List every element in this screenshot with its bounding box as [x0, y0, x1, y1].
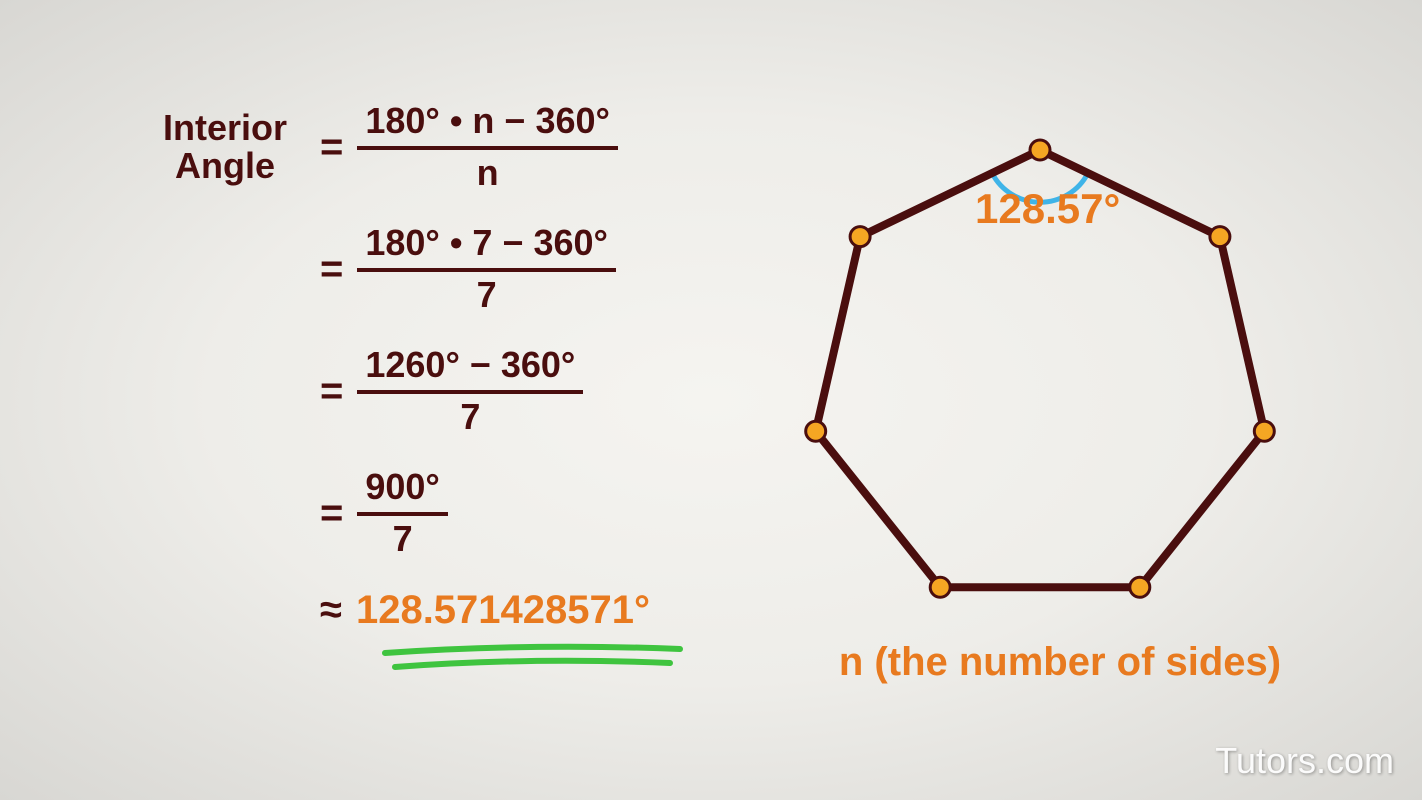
angle-value-label: 128.57°	[975, 185, 1120, 233]
interior-angle-label: Interior Angle	[140, 109, 310, 185]
numerator-4: 900°	[357, 466, 447, 516]
denominator-1: n	[477, 150, 499, 194]
fraction-3: 1260° − 360° 7	[357, 344, 583, 438]
vertex-dot	[1254, 421, 1274, 441]
fraction-2: 180° • 7 − 360° 7	[357, 222, 616, 316]
formula-step-4: = 900° 7	[140, 466, 700, 560]
heptagon-svg	[760, 80, 1320, 640]
result-value: 128.571428571°	[356, 588, 650, 633]
vertex-dot	[850, 227, 870, 247]
formula-area: Interior Angle = 180° • n − 360° n = 180…	[140, 100, 700, 633]
slide-container: Interior Angle = 180° • n − 360° n = 180…	[0, 0, 1422, 800]
approx-sign: ≈	[320, 588, 342, 633]
fraction-1: 180° • n − 360° n	[357, 100, 618, 194]
vertex-dot	[806, 421, 826, 441]
denominator-3: 7	[460, 394, 480, 438]
equals-sign: =	[320, 369, 343, 414]
vertex-dot	[930, 577, 950, 597]
vertex-dot	[1210, 227, 1230, 247]
numerator-3: 1260° − 360°	[357, 344, 583, 394]
vertex-dot	[1130, 577, 1150, 597]
watermark-text: Tutors.com	[1215, 740, 1394, 782]
diagram-caption: n (the number of sides)	[800, 640, 1320, 685]
equals-sign: =	[320, 491, 343, 536]
formula-step-3: = 1260° − 360° 7	[140, 344, 700, 438]
underline-swoosh-icon	[380, 641, 690, 681]
formula-step-2: = 180° • 7 − 360° 7	[140, 222, 700, 316]
denominator-2: 7	[477, 272, 497, 316]
vertex-dot	[1030, 140, 1050, 160]
numerator-2: 180° • 7 − 360°	[357, 222, 616, 272]
denominator-4: 7	[393, 516, 413, 560]
formula-result-row: ≈ 128.571428571°	[140, 588, 700, 633]
numerator-1: 180° • n − 360°	[357, 100, 618, 150]
equals-sign: =	[320, 247, 343, 292]
formula-step-1: Interior Angle = 180° • n − 360° n	[140, 100, 700, 194]
heptagon-diagram: 128.57° n (the number of sides)	[760, 80, 1320, 680]
fraction-4: 900° 7	[357, 466, 447, 560]
equals-sign: =	[320, 125, 343, 170]
label-line-1: Interior	[163, 109, 287, 147]
label-line-2: Angle	[175, 147, 275, 185]
